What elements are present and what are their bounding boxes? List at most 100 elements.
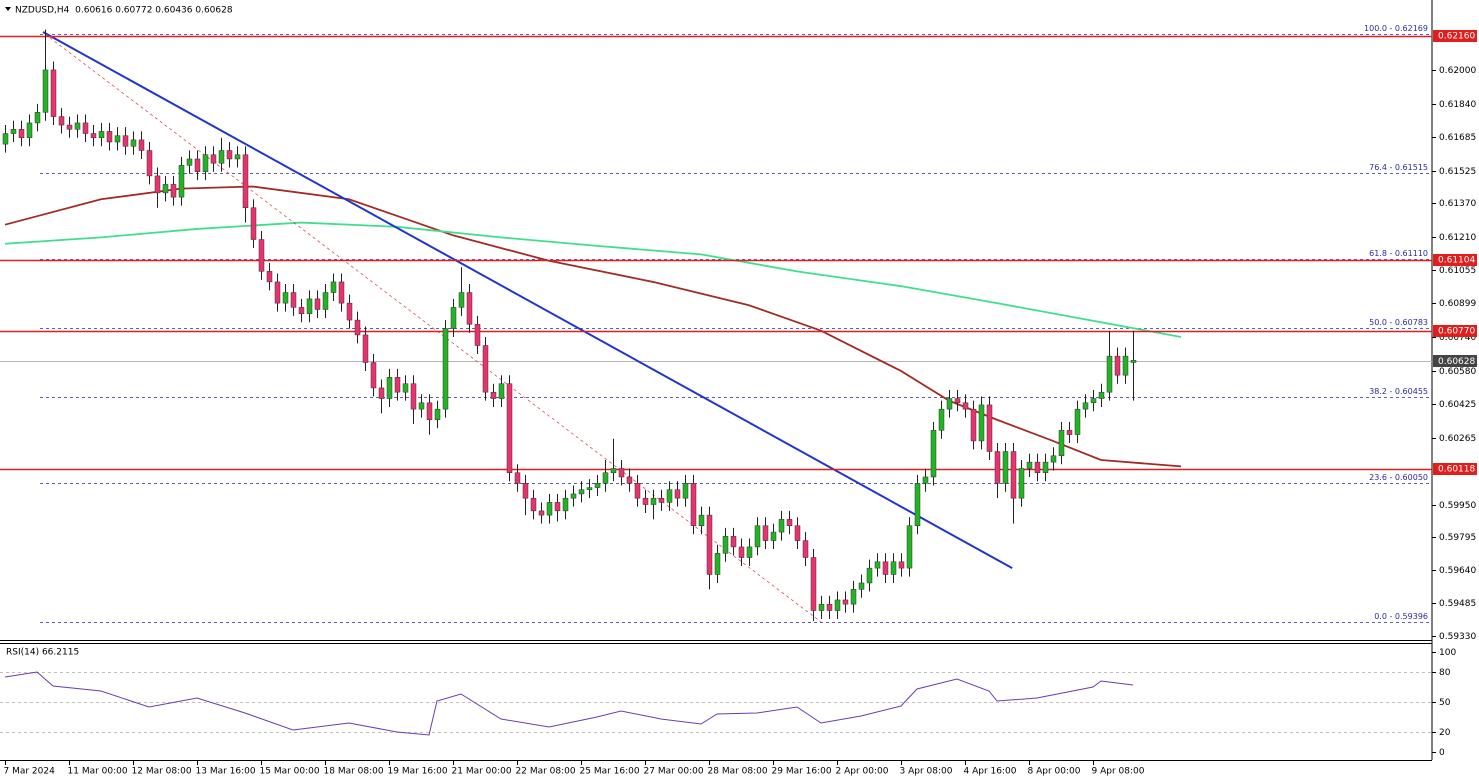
candle-body — [362, 334, 369, 363]
x-tick-label: 4 Apr 16:00 — [964, 767, 1017, 777]
y-tick-label: 0.60899 — [1439, 299, 1476, 309]
y-tick-label: 0.61210 — [1439, 233, 1476, 243]
candle-body — [162, 184, 169, 194]
candle-body — [506, 383, 513, 473]
candle-body — [770, 531, 777, 541]
y-tick-label: 0.59330 — [1439, 632, 1476, 642]
candle-body — [898, 561, 905, 569]
candle-body — [546, 502, 553, 516]
x-tick-label: 12 Mar 08:00 — [132, 767, 192, 777]
level-label: 0.62160 — [1438, 32, 1475, 42]
level-label: 0.60118 — [1438, 465, 1475, 475]
candle-body — [850, 589, 857, 605]
y-tick-label: 100 — [1439, 648, 1456, 658]
candle-body — [50, 69, 57, 117]
candle-body — [746, 546, 753, 558]
x-tick-label: 25 Mar 16:00 — [580, 767, 640, 777]
candle-body — [218, 150, 225, 164]
candle-body — [42, 69, 49, 113]
candle-body — [714, 553, 721, 575]
x-tick-label: 18 Mar 08:00 — [324, 767, 384, 777]
candle-body — [778, 519, 785, 533]
candle-body — [322, 292, 329, 310]
fib-label: 61.8 - 0.61110 — [1369, 249, 1428, 258]
candle-body — [650, 497, 657, 505]
candle-body — [530, 497, 537, 512]
fib-label: 0.0 - 0.59396 — [1374, 612, 1428, 621]
x-tick-label: 21 Mar 00:00 — [452, 767, 512, 777]
candle-body — [1058, 430, 1065, 457]
candle-body — [474, 324, 481, 346]
candle-body — [810, 557, 817, 611]
candle-body — [946, 398, 953, 410]
candle-body — [1010, 451, 1017, 499]
level-box — [1433, 325, 1477, 337]
candle-body — [434, 408, 441, 420]
x-tick-label: 28 Mar 08:00 — [708, 767, 768, 777]
candle-body — [610, 468, 617, 473]
x-tick-label: 11 Mar 00:00 — [68, 767, 128, 777]
candle-body — [1098, 391, 1105, 399]
candle-body — [1114, 355, 1121, 376]
candle-body — [298, 307, 305, 314]
y-tick-label: 0.59795 — [1439, 533, 1476, 543]
y-tick-label: 0.59485 — [1439, 599, 1476, 609]
rsi-title: RSI(14) 66.2115 — [6, 648, 79, 658]
y-tick-label: 0.62000 — [1439, 66, 1476, 76]
candle-body — [698, 514, 705, 526]
candle-body — [90, 133, 97, 139]
candle-body — [18, 129, 25, 139]
candle-body — [66, 124, 73, 130]
candle-body — [954, 398, 961, 404]
candle-body — [618, 468, 625, 478]
y-tick-label: 0.61525 — [1439, 167, 1476, 177]
trend-line — [42, 31, 1013, 570]
candle-body — [290, 292, 297, 308]
level-box — [1433, 254, 1477, 266]
candle-body — [738, 546, 745, 558]
fib-label: 23.6 - 0.60050 — [1369, 473, 1428, 482]
candle-body — [522, 483, 529, 499]
x-tick-label: 9 Apr 08:00 — [1092, 767, 1145, 777]
candle-body — [74, 122, 81, 130]
candle-body — [34, 112, 41, 124]
candle-body — [690, 483, 697, 526]
x-tick-label: 13 Mar 16:00 — [196, 767, 256, 777]
candle-body — [818, 603, 825, 611]
candle-body — [250, 207, 257, 240]
candle-body — [106, 131, 113, 143]
candle-body — [346, 302, 353, 321]
candle-body — [138, 139, 145, 151]
fib-label: 50.0 - 0.60783 — [1369, 318, 1428, 327]
candle-body — [978, 404, 985, 442]
candle-body — [858, 582, 865, 590]
candle-body — [834, 599, 841, 611]
candle-body — [1026, 461, 1033, 469]
level-label: 0.60770 — [1438, 327, 1475, 337]
moving-average — [4, 185, 1182, 468]
candle-body — [962, 402, 969, 410]
y-tick-label: 0.59950 — [1439, 501, 1476, 511]
candle-body — [562, 497, 569, 512]
candle-body — [994, 451, 1001, 484]
candle-body — [922, 476, 929, 484]
candle-body — [634, 483, 641, 499]
candle-body — [282, 292, 289, 304]
candle-body — [386, 377, 393, 399]
candle-body — [482, 345, 489, 393]
candle-body — [186, 158, 193, 166]
candle-body — [1034, 461, 1041, 473]
candle-body — [762, 525, 769, 541]
candle-body — [194, 158, 201, 172]
candle-body — [554, 502, 561, 512]
candle-body — [178, 165, 185, 198]
candle-body — [1122, 355, 1129, 376]
fib-label: 38.2 - 0.60455 — [1369, 387, 1428, 396]
y-tick-label: 0.60740 — [1439, 333, 1476, 343]
x-tick-label: 7 Mar 2024 — [4, 767, 56, 777]
y-tick-label: 0.61370 — [1439, 199, 1476, 209]
candle-body — [458, 292, 465, 308]
candle-body — [826, 603, 833, 611]
